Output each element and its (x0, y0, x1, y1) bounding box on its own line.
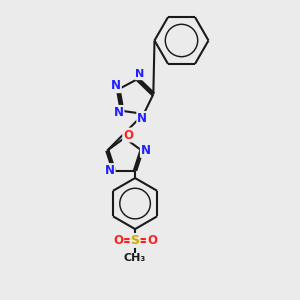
Text: O: O (113, 234, 123, 247)
Text: N: N (141, 144, 151, 157)
Text: N: N (113, 106, 124, 119)
Text: S: S (130, 234, 140, 247)
Text: N: N (105, 164, 115, 177)
Text: N: N (135, 69, 145, 79)
Text: N: N (111, 79, 121, 92)
Text: N: N (137, 112, 147, 125)
Text: O: O (123, 128, 133, 142)
Text: O: O (147, 234, 157, 247)
Text: CH₃: CH₃ (124, 254, 146, 263)
